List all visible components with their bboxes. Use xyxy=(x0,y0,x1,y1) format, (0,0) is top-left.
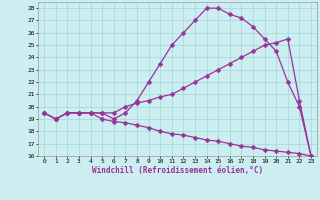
X-axis label: Windchill (Refroidissement éolien,°C): Windchill (Refroidissement éolien,°C) xyxy=(92,166,263,175)
